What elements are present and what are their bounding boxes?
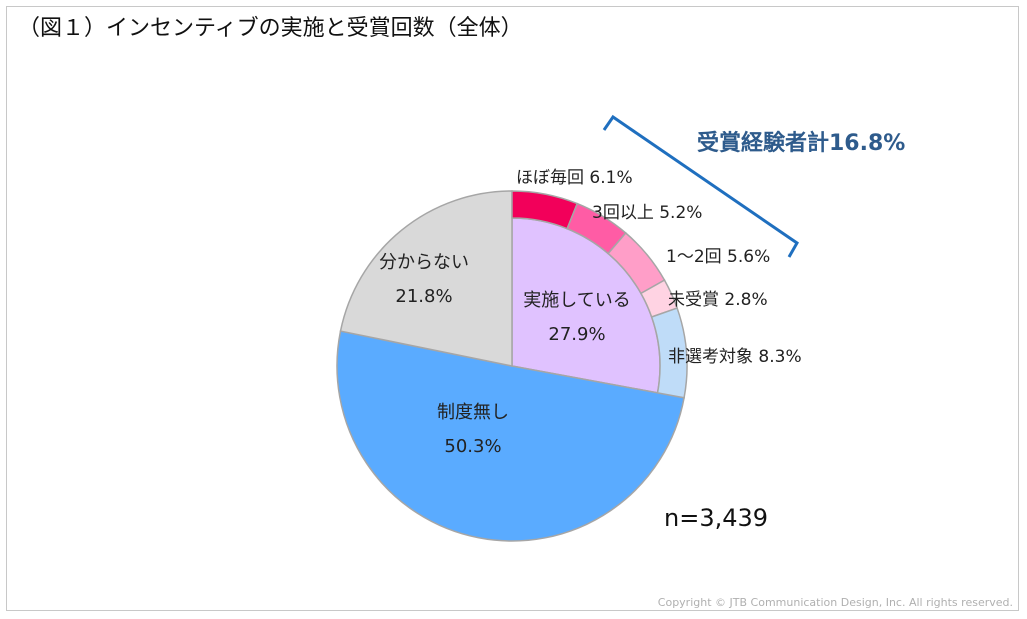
sample-size: n=3,439	[664, 504, 768, 532]
pie-slice	[336, 330, 685, 542]
slice-label: 実施している	[523, 290, 630, 311]
slice-value: 50.3%	[444, 436, 501, 457]
chart-frame	[6, 6, 1019, 611]
breakdown-slice	[650, 307, 688, 399]
slice-label: 分からない	[379, 252, 469, 273]
slice-label: 制度無し	[437, 402, 509, 423]
slice-value: 27.9%	[548, 324, 605, 345]
breakdown-label: 未受賞 2.8%	[668, 290, 768, 310]
bracket-label: 受賞経験者計16.8%	[697, 130, 905, 156]
copyright-text: Copyright © JTB Communication Design, In…	[657, 596, 1013, 609]
breakdown-label: ほぼ毎回 6.1%	[516, 168, 633, 188]
slice-value: 21.8%	[395, 286, 452, 307]
breakdown-label: 非選考対象 8.3%	[668, 347, 802, 367]
breakdown-label: 3回以上 5.2%	[592, 203, 702, 223]
pie-slice	[339, 190, 513, 367]
breakdown-label: 1～2回 5.6%	[666, 247, 770, 267]
bracket-line	[602, 114, 799, 258]
chart-title: （図１）インセンティブの実施と受賞回数（全体）	[18, 16, 523, 41]
